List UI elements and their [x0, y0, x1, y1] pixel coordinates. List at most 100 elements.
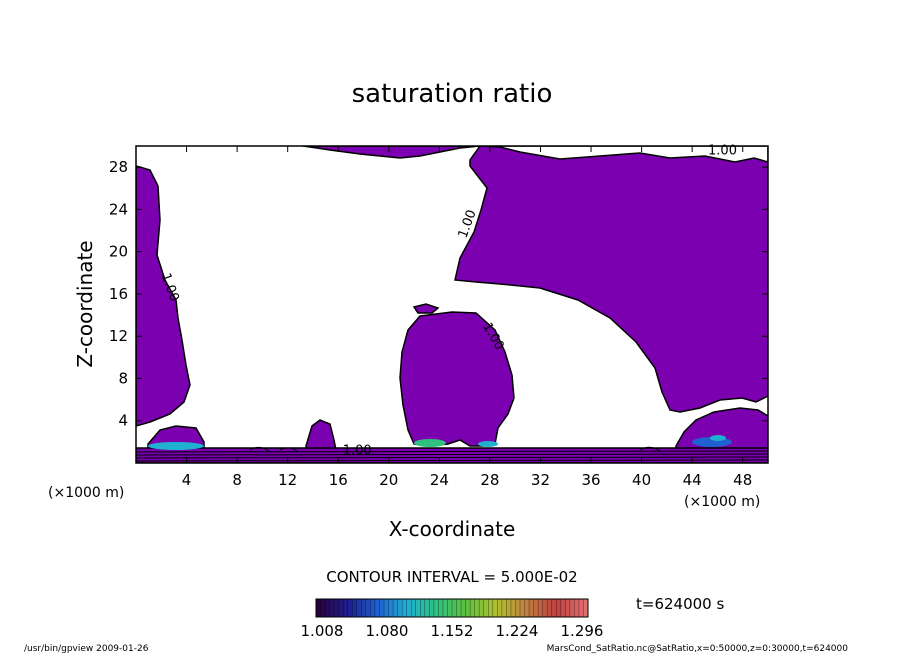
colorbar-segment	[393, 599, 399, 617]
colorbar-segment	[338, 599, 344, 617]
colorbar-segment	[538, 599, 544, 617]
colorbar-segment	[533, 599, 539, 617]
spot-mid	[414, 439, 446, 447]
spot-right2	[710, 435, 726, 441]
y-tick-label: 28	[109, 158, 128, 176]
colorbar-segment	[483, 599, 489, 617]
x-tick-label: 24	[430, 471, 449, 489]
spot-mid2	[478, 441, 498, 447]
colorbar-segment	[402, 599, 408, 617]
x-axis-unit-left: (×1000 m)	[48, 485, 124, 501]
colorbar-segment	[442, 599, 448, 617]
colorbar-tick-label: 1.224	[496, 622, 539, 640]
surface-contour-lines	[136, 446, 768, 462]
x-tick-label: 44	[683, 471, 702, 489]
high-value-spots	[148, 435, 732, 450]
colorbar-segment	[470, 599, 476, 617]
colorbar-segment	[429, 599, 435, 617]
colorbar-segment	[424, 599, 430, 617]
colorbar-segment	[320, 599, 326, 617]
colorbar	[315, 599, 589, 617]
colorbar-segment	[583, 599, 589, 617]
time-label: t=624000 s	[636, 595, 724, 613]
colorbar-segment	[438, 599, 444, 617]
colorbar-segment	[343, 599, 349, 617]
y-tick-label: 24	[109, 200, 128, 218]
x-axis-label: X-coordinate	[389, 517, 516, 541]
colorbar-segment	[329, 599, 335, 617]
y-axis-label: Z-coordinate	[73, 240, 97, 367]
colorbar-segment	[524, 599, 530, 617]
colorbar-segment	[569, 599, 575, 617]
colorbar-segment	[492, 599, 498, 617]
region-small-blob	[412, 303, 440, 314]
colorbar-segment	[529, 599, 535, 617]
region-upper-right	[302, 146, 768, 413]
colorbar-segment	[356, 599, 362, 617]
x-tick-label: 28	[480, 471, 499, 489]
y-tick-label: 4	[118, 412, 128, 430]
footer-left: /usr/bin/gpview 2009-01-26	[24, 644, 149, 654]
colorbar-segment	[520, 599, 526, 617]
colorbar-segment	[565, 599, 571, 617]
colorbar-segment	[556, 599, 562, 617]
x-tick-label: 12	[278, 471, 297, 489]
x-tick-label: 32	[531, 471, 550, 489]
x-tick-label: 20	[379, 471, 398, 489]
x-tick-label: 36	[581, 471, 600, 489]
colorbar-segment	[497, 599, 503, 617]
colorbar-segment	[388, 599, 394, 617]
plot-frame	[135, 145, 769, 464]
y-tick-label: 8	[118, 369, 128, 387]
colorbar-segment	[397, 599, 403, 617]
x-tick-label: 16	[329, 471, 348, 489]
colorbar-segment	[574, 599, 580, 617]
colorbar-segment	[501, 599, 507, 617]
colorbar-tick-label: 1.008	[301, 622, 344, 640]
region-left-column	[136, 165, 191, 427]
colorbar-tick-label: 1.152	[431, 622, 474, 640]
colorbar-segment	[361, 599, 367, 617]
colorbar-segment	[506, 599, 512, 617]
colorbar-segment	[452, 599, 458, 617]
contour-label: 1.00	[708, 143, 737, 158]
colorbar-segment	[334, 599, 340, 617]
colorbar-segment	[474, 599, 480, 617]
colorbar-segment	[325, 599, 331, 617]
plot-area	[136, 146, 768, 463]
x-axis-ticks: 4 8 12 16 20 24 28 32 36 40 44 48	[182, 146, 752, 489]
y-tick-label: 20	[109, 243, 128, 261]
colorbar-segment	[465, 599, 471, 617]
colorbar-segment	[379, 599, 385, 617]
x-tick-label: 40	[632, 471, 651, 489]
x-tick-label: 48	[733, 471, 752, 489]
colorbar-segment	[384, 599, 390, 617]
x-axis-unit-right: (×1000 m)	[684, 494, 760, 510]
colorbar-segment	[447, 599, 453, 617]
colorbar-segment	[365, 599, 371, 617]
colorbar-segment	[374, 599, 380, 617]
colorbar-segment	[515, 599, 521, 617]
colorbar-segment	[542, 599, 548, 617]
colorbar-segment	[316, 599, 322, 617]
colorbar-segment	[461, 599, 467, 617]
colorbar-tick-label: 1.080	[366, 622, 409, 640]
colorbar-segment	[560, 599, 566, 617]
colorbar-segment	[352, 599, 358, 617]
colorbar-frame	[315, 598, 589, 618]
colorbar-segment	[420, 599, 426, 617]
x-tick-label: 8	[232, 471, 242, 489]
region-central-mound	[399, 311, 515, 447]
colorbar-segment	[479, 599, 485, 617]
colorbar-segment	[406, 599, 412, 617]
colorbar-segment	[433, 599, 439, 617]
y-axis-ticks: 4 8 12 16 20 24 28	[109, 158, 768, 430]
contour-interval: CONTOUR INTERVAL = 5.000E-02	[326, 568, 577, 586]
colorbar-segment	[456, 599, 462, 617]
x-tick-label: 4	[182, 471, 192, 489]
contour-label: 1.00	[343, 444, 372, 459]
colorbar-segment	[488, 599, 494, 617]
y-tick-label: 16	[109, 285, 128, 303]
spot-left	[148, 442, 204, 450]
